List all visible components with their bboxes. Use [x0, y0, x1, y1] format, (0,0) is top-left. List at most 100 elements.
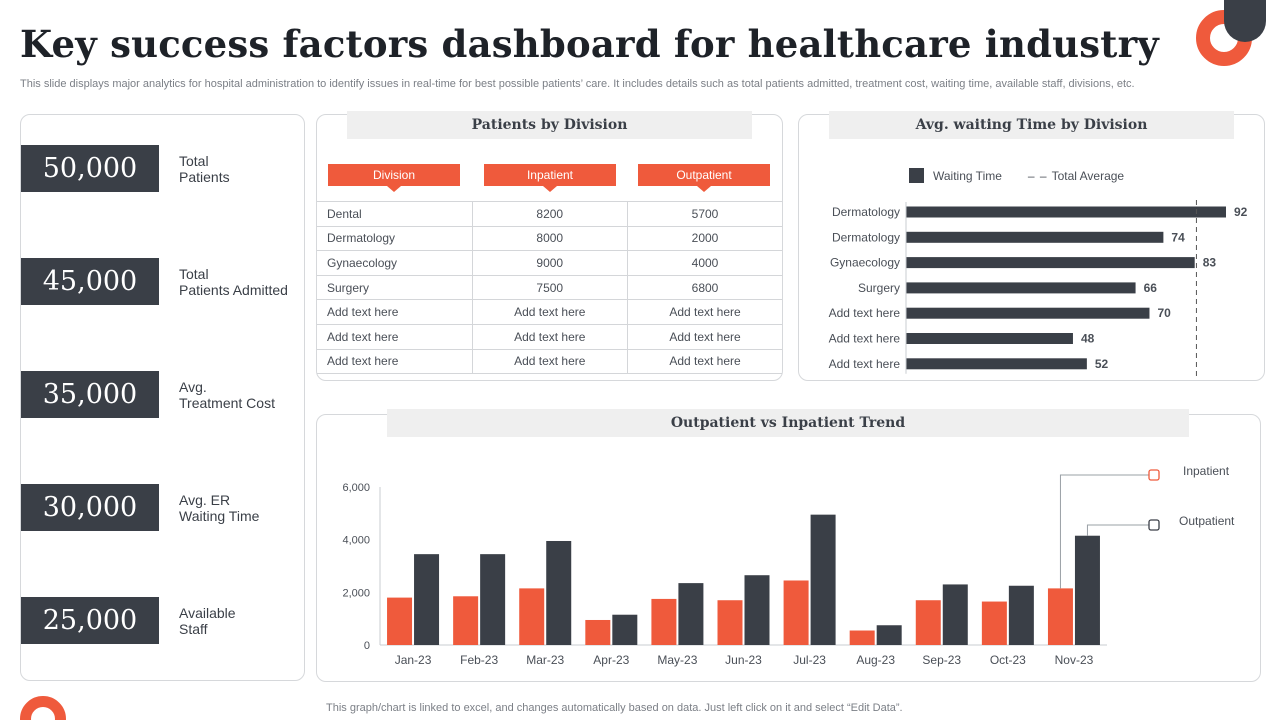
data-label: 66 [1144, 281, 1158, 295]
outpatient-bar [546, 540, 572, 645]
bar [906, 231, 1164, 243]
trend-panel: Outpatient vs Inpatient Trend 0 2,000 4,00… [316, 409, 1261, 682]
legend-leader-line [1059, 474, 1149, 589]
data-label: 83 [1203, 256, 1217, 270]
table-row: Dermatology 8000 2000 [317, 225, 782, 252]
outpatient-bar [414, 554, 440, 645]
outpatient-bar [942, 584, 968, 645]
page-title: Key success factors dashboard for health… [20, 22, 1159, 66]
kpi-value: 25,000 [21, 597, 159, 644]
kpi-value: 50,000 [21, 145, 159, 192]
kpi-total-patients-admitted: 45,000 Total Patients Admitted [21, 258, 309, 305]
table-row: Add text here Add text here Add text here [317, 323, 782, 350]
bar [906, 333, 1073, 344]
footnote: This graph/chart is linked to excel, and… [326, 702, 903, 714]
x-tick-label: Aug-23 [856, 653, 895, 667]
table-cell: 2000 [627, 225, 782, 252]
kpi-value: 35,000 [21, 371, 159, 418]
bar [906, 307, 1150, 319]
table-row: Add text here Add text here Add text here [317, 348, 782, 375]
kpi-label-line: Staff [179, 620, 208, 637]
legend-label: Inpatient [1183, 464, 1230, 478]
kpi-avg-er-waiting-time: 30,000 Avg. ER Waiting Time [21, 484, 309, 531]
outpatient-bar [1074, 535, 1100, 645]
bar [906, 282, 1136, 294]
column-header-division: Division [328, 164, 460, 192]
outpatient-bar [480, 554, 506, 645]
column-header-inpatient: Inpatient [484, 164, 616, 192]
category-label: Add text here [829, 306, 901, 320]
outpatient-bar [678, 583, 704, 645]
inpatient-bar [981, 601, 1007, 645]
x-tick-label: Sep-23 [922, 653, 961, 667]
trend-title: Outpatient vs Inpatient Trend [387, 409, 1189, 437]
kpi-label: Total Patients Admitted [179, 266, 309, 298]
x-tick-label: Jun-23 [725, 653, 762, 667]
table-row: Surgery 7500 6800 [317, 274, 782, 301]
kpi-label-line: Avg. ER [179, 491, 231, 508]
kpi-label-line: Waiting Time [179, 507, 260, 524]
table-cell: 5700 [627, 201, 782, 227]
legend-leader-line [1086, 524, 1149, 536]
data-label: 52 [1095, 357, 1109, 371]
table-cell: 4000 [627, 250, 782, 276]
inpatient-bar [783, 580, 809, 645]
table-cell: Gynaecology [317, 250, 472, 276]
outpatient-bar [1008, 585, 1034, 645]
kpi-label-line: Total [179, 265, 209, 282]
kpi-label: Available Staff [179, 605, 309, 637]
inpatient-bar [717, 600, 743, 645]
data-label: 70 [1157, 306, 1171, 320]
kpi-value: 45,000 [21, 258, 159, 305]
table-row: Dental 8200 5700 [317, 201, 782, 227]
y-tick-label: 2,000 [342, 587, 370, 599]
kpi-total-patients: 50,000 Total Patients [21, 145, 309, 192]
waiting-time-legend: Waiting Time – – Total Average [909, 168, 1124, 183]
x-tick-label: Oct-23 [990, 653, 1026, 667]
table-cell: Dermatology [317, 225, 472, 252]
kpi-avg-treatment-cost: 35,000 Avg. Treatment Cost [21, 371, 309, 418]
kpi-label-line: Total [179, 152, 209, 169]
table-cell: Add text here [627, 323, 782, 350]
inpatient-bar [651, 598, 677, 645]
waiting-time-chart: Dermatology 92 Dermatology 74 Gynaecology 83 S… [829, 200, 1248, 377]
table-cell: Add text here [317, 299, 472, 325]
bar [906, 206, 1226, 218]
trend-chart: 0 2,000 4,000 6,000 Jan-23 Feb-23 Mar-23 Apr-23… [342, 464, 1235, 667]
outpatient-bar [876, 625, 902, 645]
category-label: Add text here [829, 332, 901, 346]
legend-label: Outpatient [1179, 514, 1235, 528]
data-label: 48 [1081, 332, 1095, 346]
kpi-label: Avg. Treatment Cost [179, 379, 309, 411]
kpi-label-line: Patients [179, 168, 230, 185]
bar [906, 257, 1195, 269]
table-row: Gynaecology 9000 4000 [317, 250, 782, 276]
division-table: Dental 8200 5700 Dermatology 8000 2000 Gynaeco… [317, 201, 782, 375]
kpi-label: Avg. ER Waiting Time [179, 492, 309, 524]
kpi-label-line: Treatment Cost [179, 394, 275, 411]
outpatient-bar [744, 575, 770, 645]
table-cell: Add text here [471, 348, 628, 375]
legend-swatch [1148, 469, 1160, 481]
kpi-available-staff: 25,000 Available Staff [21, 597, 309, 644]
inpatient-bar [1047, 588, 1073, 645]
category-label: Surgery [858, 281, 900, 295]
outpatient-bar [810, 514, 836, 645]
y-tick-label: 0 [364, 640, 370, 652]
y-tick-label: 6,000 [342, 482, 370, 494]
table-cell: Add text here [471, 299, 628, 325]
category-label: Dermatology [832, 205, 900, 219]
kpi-label-line: Available [179, 604, 236, 621]
waiting-time-title: Avg. waiting Time by Division [829, 111, 1234, 139]
legend-total-average: Total Average [1051, 168, 1125, 183]
x-tick-label: Apr-23 [593, 653, 629, 667]
kpi-label-line: Patients Admitted [179, 281, 288, 298]
patients-by-division-title: Patients by Division [347, 111, 752, 139]
kpi-label: Total Patients [179, 153, 309, 185]
x-tick-label: Jul-23 [793, 653, 826, 667]
legend-waiting-time: Waiting Time [933, 168, 1002, 183]
table-row: Add text here Add text here Add text here [317, 299, 782, 325]
table-cell: 9000 [471, 250, 628, 276]
category-label: Add text here [829, 357, 901, 371]
table-cell: 7500 [471, 274, 628, 301]
